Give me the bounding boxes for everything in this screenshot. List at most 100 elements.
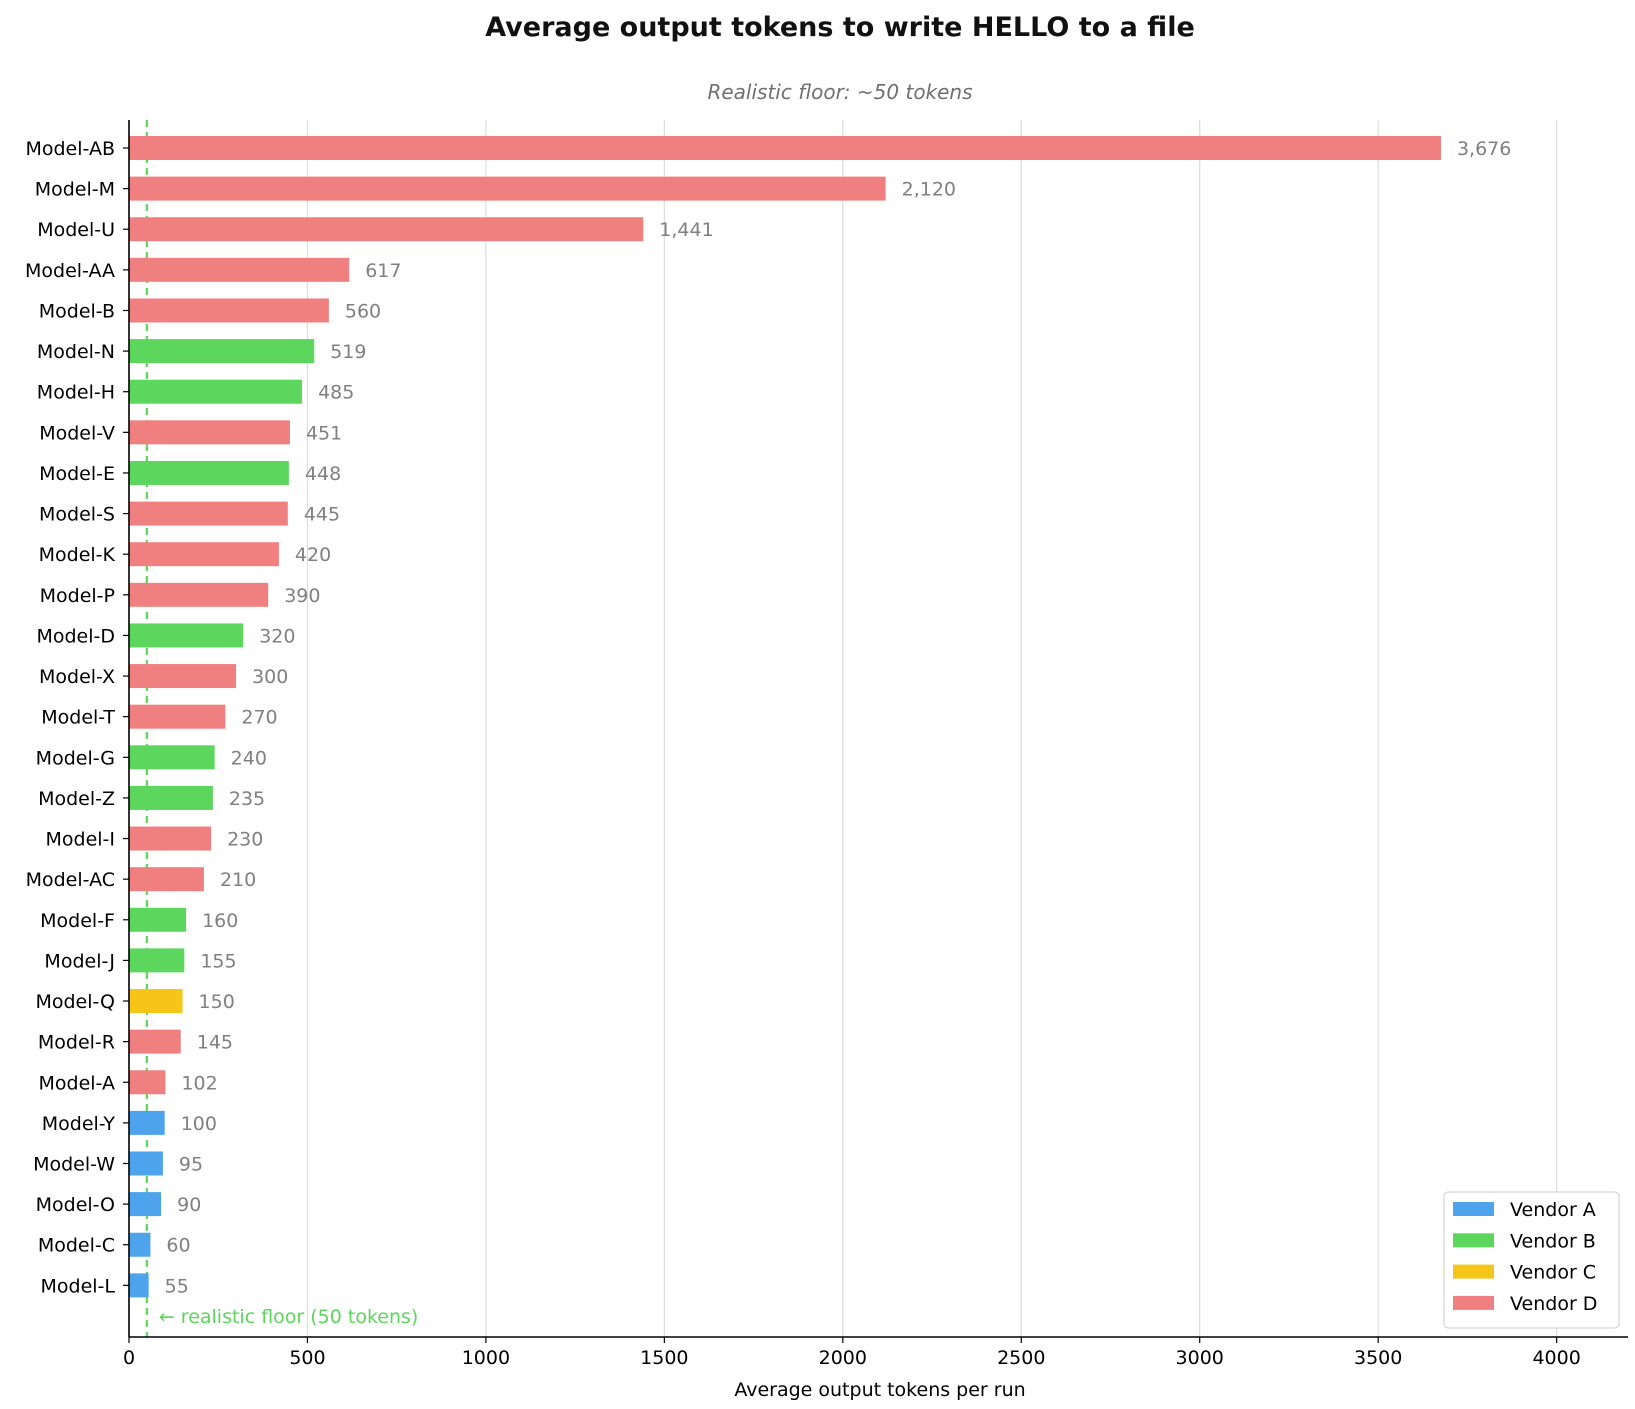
chart-title: Average output tokens to write HELLO to … bbox=[485, 12, 1195, 43]
value-label-model-t: 270 bbox=[241, 707, 277, 729]
value-label-model-n: 519 bbox=[330, 341, 366, 363]
value-label-model-u: 1,441 bbox=[659, 219, 713, 241]
bars-group bbox=[129, 136, 1441, 1298]
value-label-model-g: 240 bbox=[231, 747, 267, 769]
bar-model-b bbox=[129, 298, 329, 323]
bar-model-aa bbox=[129, 257, 350, 282]
value-label-model-r: 145 bbox=[197, 1032, 233, 1054]
bar-model-c bbox=[129, 1232, 151, 1257]
bar-model-z bbox=[129, 785, 213, 810]
y-tick-label-model-w: Model-W bbox=[33, 1154, 115, 1176]
value-label-model-m: 2,120 bbox=[902, 179, 956, 201]
x-tick-label-2000: 2000 bbox=[819, 1347, 867, 1369]
value-label-model-c: 60 bbox=[166, 1235, 190, 1257]
value-labels-group: 3,676 2,120 1,441 617 560 519 485 451 448 445 420 3… bbox=[165, 138, 1512, 1297]
value-label-model-f: 160 bbox=[202, 910, 238, 932]
bar-model-s bbox=[129, 501, 288, 526]
legend-label-vendor-d: Vendor D bbox=[1510, 1293, 1597, 1315]
value-label-model-aa: 617 bbox=[365, 260, 401, 282]
bar-model-i bbox=[129, 826, 212, 851]
bar-model-g bbox=[129, 745, 215, 770]
x-axis-label: Average output tokens per run bbox=[734, 1379, 1025, 1401]
value-label-model-q: 150 bbox=[199, 991, 235, 1013]
y-tick-label-model-m: Model-M bbox=[35, 179, 115, 201]
value-label-model-a: 102 bbox=[181, 1072, 217, 1094]
legend-label-vendor-c: Vendor C bbox=[1510, 1262, 1596, 1284]
legend-swatch-vendor-c bbox=[1453, 1264, 1494, 1279]
legend-label-vendor-b: Vendor B bbox=[1510, 1230, 1596, 1252]
bar-model-k bbox=[129, 542, 279, 567]
x-tick-label-1500: 1500 bbox=[640, 1347, 688, 1369]
bar-model-f bbox=[129, 907, 187, 932]
value-label-model-e: 448 bbox=[305, 463, 341, 485]
y-tick-label-model-e: Model-E bbox=[39, 463, 115, 485]
y-tick-label-model-k: Model-K bbox=[39, 544, 116, 566]
value-label-model-l: 55 bbox=[165, 1275, 189, 1297]
y-tick-label-model-l: Model-L bbox=[41, 1275, 116, 1297]
value-label-model-x: 300 bbox=[252, 666, 288, 688]
bar-model-q bbox=[129, 989, 183, 1014]
bar-model-n bbox=[129, 339, 315, 364]
y-tick-label-model-h: Model-H bbox=[37, 382, 115, 404]
y-tick-label-model-p: Model-P bbox=[40, 585, 115, 607]
bar-model-t bbox=[129, 704, 226, 729]
value-label-model-i: 230 bbox=[227, 829, 263, 851]
value-label-model-s: 445 bbox=[304, 504, 340, 526]
value-label-model-o: 90 bbox=[177, 1194, 201, 1216]
bar-model-p bbox=[129, 582, 269, 607]
y-tick-label-model-f: Model-F bbox=[40, 910, 115, 932]
legend-swatch-vendor-a bbox=[1453, 1202, 1494, 1216]
y-tick-label-model-q: Model-Q bbox=[35, 991, 115, 1013]
bar-model-j bbox=[129, 948, 185, 973]
y-tick-label-model-a: Model-A bbox=[39, 1072, 115, 1094]
value-label-model-p: 390 bbox=[284, 585, 320, 607]
x-tick-label-500: 500 bbox=[289, 1347, 325, 1369]
legend-frame bbox=[1443, 1191, 1620, 1329]
y-tick-label-model-n: Model-N bbox=[37, 341, 115, 363]
value-label-model-ab: 3,676 bbox=[1457, 138, 1511, 160]
legend-swatch-vendor-b bbox=[1453, 1233, 1494, 1248]
bar-model-a bbox=[129, 1070, 166, 1095]
bar-model-u bbox=[129, 217, 644, 242]
y-tick-label-model-c: Model-C bbox=[38, 1235, 115, 1257]
gridlines bbox=[306, 120, 1558, 1337]
x-tick-label-0: 0 bbox=[123, 1347, 135, 1369]
bar-model-l bbox=[129, 1273, 149, 1298]
x-tick-label-3000: 3000 bbox=[1176, 1347, 1224, 1369]
bar-model-ab bbox=[129, 136, 1441, 160]
legend-swatch-vendor-d bbox=[1453, 1295, 1494, 1310]
value-label-model-h: 485 bbox=[318, 382, 354, 404]
y-tick-label-model-v: Model-V bbox=[39, 422, 115, 444]
value-label-model-w: 95 bbox=[179, 1154, 203, 1176]
y-tick-label-model-x: Model-X bbox=[39, 666, 115, 688]
y-tick-label-model-b: Model-B bbox=[39, 300, 115, 322]
bar-model-ac bbox=[129, 867, 204, 892]
y-tick-label-model-g: Model-G bbox=[36, 747, 115, 769]
y-tick-label-model-d: Model-D bbox=[36, 625, 115, 647]
reference-line-label: ← realistic floor (50 tokens) bbox=[159, 1306, 419, 1328]
legend: Vendor A Vendor B Vendor C Vendor D bbox=[1443, 1191, 1620, 1329]
value-label-model-b: 560 bbox=[345, 300, 381, 322]
value-label-model-k: 420 bbox=[295, 544, 331, 566]
bar-model-y bbox=[129, 1110, 165, 1135]
value-label-model-d: 320 bbox=[259, 625, 295, 647]
bar-model-m bbox=[129, 176, 886, 201]
bar-model-v bbox=[129, 420, 290, 445]
bar-model-x bbox=[129, 664, 237, 689]
y-tick-labels: Model-AB Model-M Model-U Model-AA Model-B Mod… bbox=[25, 138, 129, 1297]
bar-model-r bbox=[129, 1029, 181, 1054]
value-label-model-z: 235 bbox=[229, 788, 265, 810]
bar-model-w bbox=[129, 1151, 163, 1176]
x-tick-labels: 0 500 1000 1500 2000 2500 3000 3500 4000 bbox=[123, 1337, 1581, 1369]
y-tick-label-model-z: Model-Z bbox=[38, 788, 115, 810]
y-tick-label-model-i: Model-I bbox=[45, 829, 115, 851]
y-tick-label-model-t: Model-T bbox=[41, 707, 115, 729]
x-tick-label-4000: 4000 bbox=[1532, 1347, 1580, 1369]
bar-model-d bbox=[129, 623, 244, 648]
y-tick-label-model-u: Model-U bbox=[37, 219, 115, 241]
legend-label-vendor-a: Vendor A bbox=[1510, 1199, 1596, 1221]
value-label-model-j: 155 bbox=[200, 950, 236, 972]
bar-model-o bbox=[129, 1192, 162, 1217]
y-tick-label-model-j: Model-J bbox=[44, 950, 115, 972]
